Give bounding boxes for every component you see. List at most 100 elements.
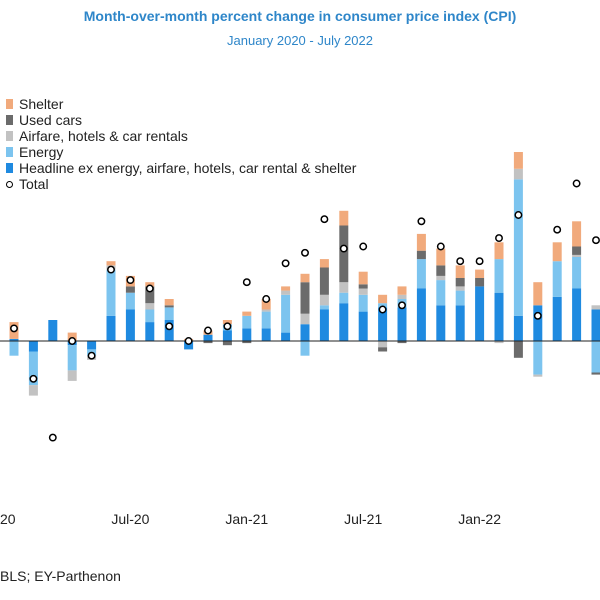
bar-segment — [106, 261, 116, 266]
bar-segment — [222, 341, 232, 346]
bar-segment — [378, 294, 388, 304]
legend-label: Airfare, hotels & car rentals — [19, 128, 188, 144]
legend-label: Shelter — [19, 96, 64, 112]
bar-segment — [455, 305, 465, 341]
bar-segment — [572, 221, 582, 247]
bar-segment — [339, 303, 349, 341]
total-point — [87, 351, 96, 360]
total-point — [378, 305, 387, 314]
bar-segment — [552, 261, 562, 297]
bar-segment — [436, 248, 446, 266]
bar-segment — [281, 332, 291, 341]
bar-segment — [300, 324, 310, 341]
bar-segment — [319, 267, 329, 295]
total-point — [398, 301, 406, 310]
bar-segment — [533, 282, 543, 306]
bar-segment — [339, 210, 349, 226]
bar-segment — [28, 385, 38, 396]
total-point — [475, 257, 484, 266]
bar-segment — [145, 303, 155, 310]
bar-segment — [552, 242, 562, 262]
total-point — [495, 234, 503, 243]
bar-segment — [106, 269, 116, 316]
bar-segment — [591, 341, 600, 373]
bar-segment — [339, 282, 349, 293]
bar-segment — [145, 309, 155, 323]
bar-segment — [436, 265, 446, 276]
bar-segment — [397, 286, 407, 295]
legend-item: Energy — [6, 144, 356, 160]
bar-segment — [552, 296, 562, 341]
bar-segment — [242, 315, 252, 329]
bar-segment — [358, 311, 368, 341]
total-point — [456, 257, 465, 266]
bar-segment — [300, 313, 310, 325]
total-point — [10, 324, 18, 333]
bar-segment — [164, 299, 174, 306]
bar-segment — [436, 275, 446, 281]
total-point — [184, 337, 193, 345]
bar-segment — [591, 309, 600, 341]
chart-title: Month-over-month percent change in consu… — [83, 8, 517, 24]
bar-segment — [319, 309, 329, 341]
bar-segment — [475, 269, 485, 278]
bar-segment — [358, 271, 368, 285]
total-point — [533, 311, 542, 320]
bar-segment — [106, 315, 116, 341]
bar-segment — [513, 179, 523, 316]
x-tick-label: Jan-21 — [225, 511, 268, 527]
bar-segment — [533, 305, 543, 341]
bar-segment — [416, 288, 426, 341]
bar-segment — [494, 242, 504, 260]
bar-segment — [261, 299, 271, 310]
bar-segment — [300, 282, 310, 314]
legend-item: Shelter — [6, 96, 356, 112]
bar-segment — [67, 370, 77, 381]
bar-segment — [397, 307, 407, 341]
bar-segment — [533, 341, 543, 375]
total-point — [417, 217, 426, 226]
bar-segment — [416, 259, 426, 289]
legend-swatch-used-cars — [6, 115, 13, 125]
total-point — [145, 284, 154, 293]
bar-segment — [125, 292, 135, 310]
bar-segment — [261, 328, 271, 341]
bar-segment — [242, 341, 252, 344]
bar-segment — [572, 246, 582, 255]
source-note: BLS; EY-Parthenon — [0, 568, 121, 584]
legend-swatch-airfare — [6, 131, 13, 141]
total-point — [242, 278, 251, 287]
bar-segment — [242, 328, 252, 341]
bar-segment — [164, 320, 174, 341]
bar-segment — [572, 254, 582, 257]
legend-label: Headline ex energy, airfare, hotels, car… — [19, 160, 357, 176]
bar-segment — [513, 152, 523, 169]
total-point — [126, 276, 135, 285]
bar-segment — [339, 292, 349, 304]
bar-segment — [436, 280, 446, 306]
x-tick-label: Jul-20 — [111, 511, 149, 527]
bar-segment — [203, 341, 213, 344]
bar-segment — [358, 288, 368, 295]
bar-segment — [48, 320, 58, 341]
bar-segment — [125, 309, 135, 341]
legend-item: Used cars — [6, 112, 356, 128]
bar-segment — [475, 286, 485, 341]
legend-swatch-headline — [6, 163, 13, 173]
bar-segment — [28, 351, 38, 386]
total-point — [68, 337, 77, 345]
bar-segment — [494, 292, 504, 341]
bar-segment — [572, 288, 582, 341]
total-point — [436, 242, 445, 251]
bar-segment — [416, 233, 426, 251]
bar-segment — [591, 305, 600, 310]
bar-segment — [300, 341, 310, 356]
bar-segment — [339, 225, 349, 283]
total-point — [592, 236, 600, 245]
bar-segment — [397, 294, 407, 299]
bar-segment — [300, 273, 310, 283]
total-point — [223, 322, 232, 331]
bar-segment — [203, 334, 213, 341]
total-point — [572, 179, 581, 188]
